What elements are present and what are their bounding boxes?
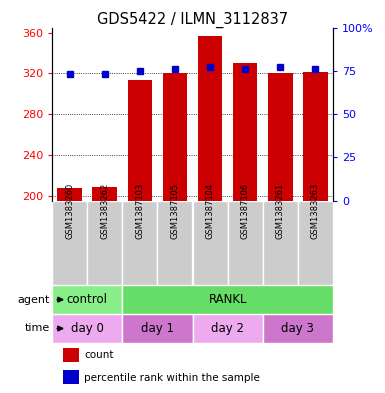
Bar	[268, 73, 293, 200]
Bar	[87, 200, 122, 285]
Bar	[192, 314, 263, 343]
Bar	[63, 347, 79, 362]
Bar	[303, 72, 328, 200]
Text: GSM1383261: GSM1383261	[276, 182, 285, 239]
Bar	[52, 285, 122, 314]
Text: GSM1383263: GSM1383263	[311, 182, 320, 239]
Text: day 3: day 3	[281, 322, 314, 335]
Title: GDS5422 / ILMN_3112837: GDS5422 / ILMN_3112837	[97, 11, 288, 28]
Bar	[233, 63, 258, 200]
Bar	[122, 200, 157, 285]
Text: control: control	[67, 293, 107, 306]
Bar	[127, 81, 152, 200]
Text: GSM1383262: GSM1383262	[100, 182, 109, 239]
Text: day 0: day 0	[71, 322, 104, 335]
Text: GSM1387105: GSM1387105	[171, 183, 179, 239]
Text: percentile rank within the sample: percentile rank within the sample	[84, 373, 260, 382]
Bar	[52, 314, 122, 343]
Bar	[63, 370, 79, 384]
Bar	[263, 200, 298, 285]
Bar	[92, 187, 117, 200]
Bar	[263, 314, 333, 343]
Bar	[122, 314, 192, 343]
Text: day 2: day 2	[211, 322, 244, 335]
Text: GSM1387104: GSM1387104	[206, 183, 214, 239]
Text: agent: agent	[18, 295, 50, 305]
Bar	[192, 200, 228, 285]
Text: GSM1387106: GSM1387106	[241, 182, 250, 239]
Text: count: count	[84, 351, 114, 360]
Text: time: time	[25, 323, 50, 334]
Text: RANKL: RANKL	[208, 293, 247, 306]
Text: GSM1383260: GSM1383260	[65, 182, 74, 239]
Bar	[298, 200, 333, 285]
Bar	[57, 188, 82, 200]
Bar	[122, 285, 333, 314]
Bar	[198, 36, 223, 200]
Bar	[162, 73, 187, 200]
Text: GSM1387103: GSM1387103	[135, 182, 144, 239]
Bar	[52, 200, 87, 285]
Text: day 1: day 1	[141, 322, 174, 335]
Bar	[157, 200, 192, 285]
Bar	[228, 200, 263, 285]
